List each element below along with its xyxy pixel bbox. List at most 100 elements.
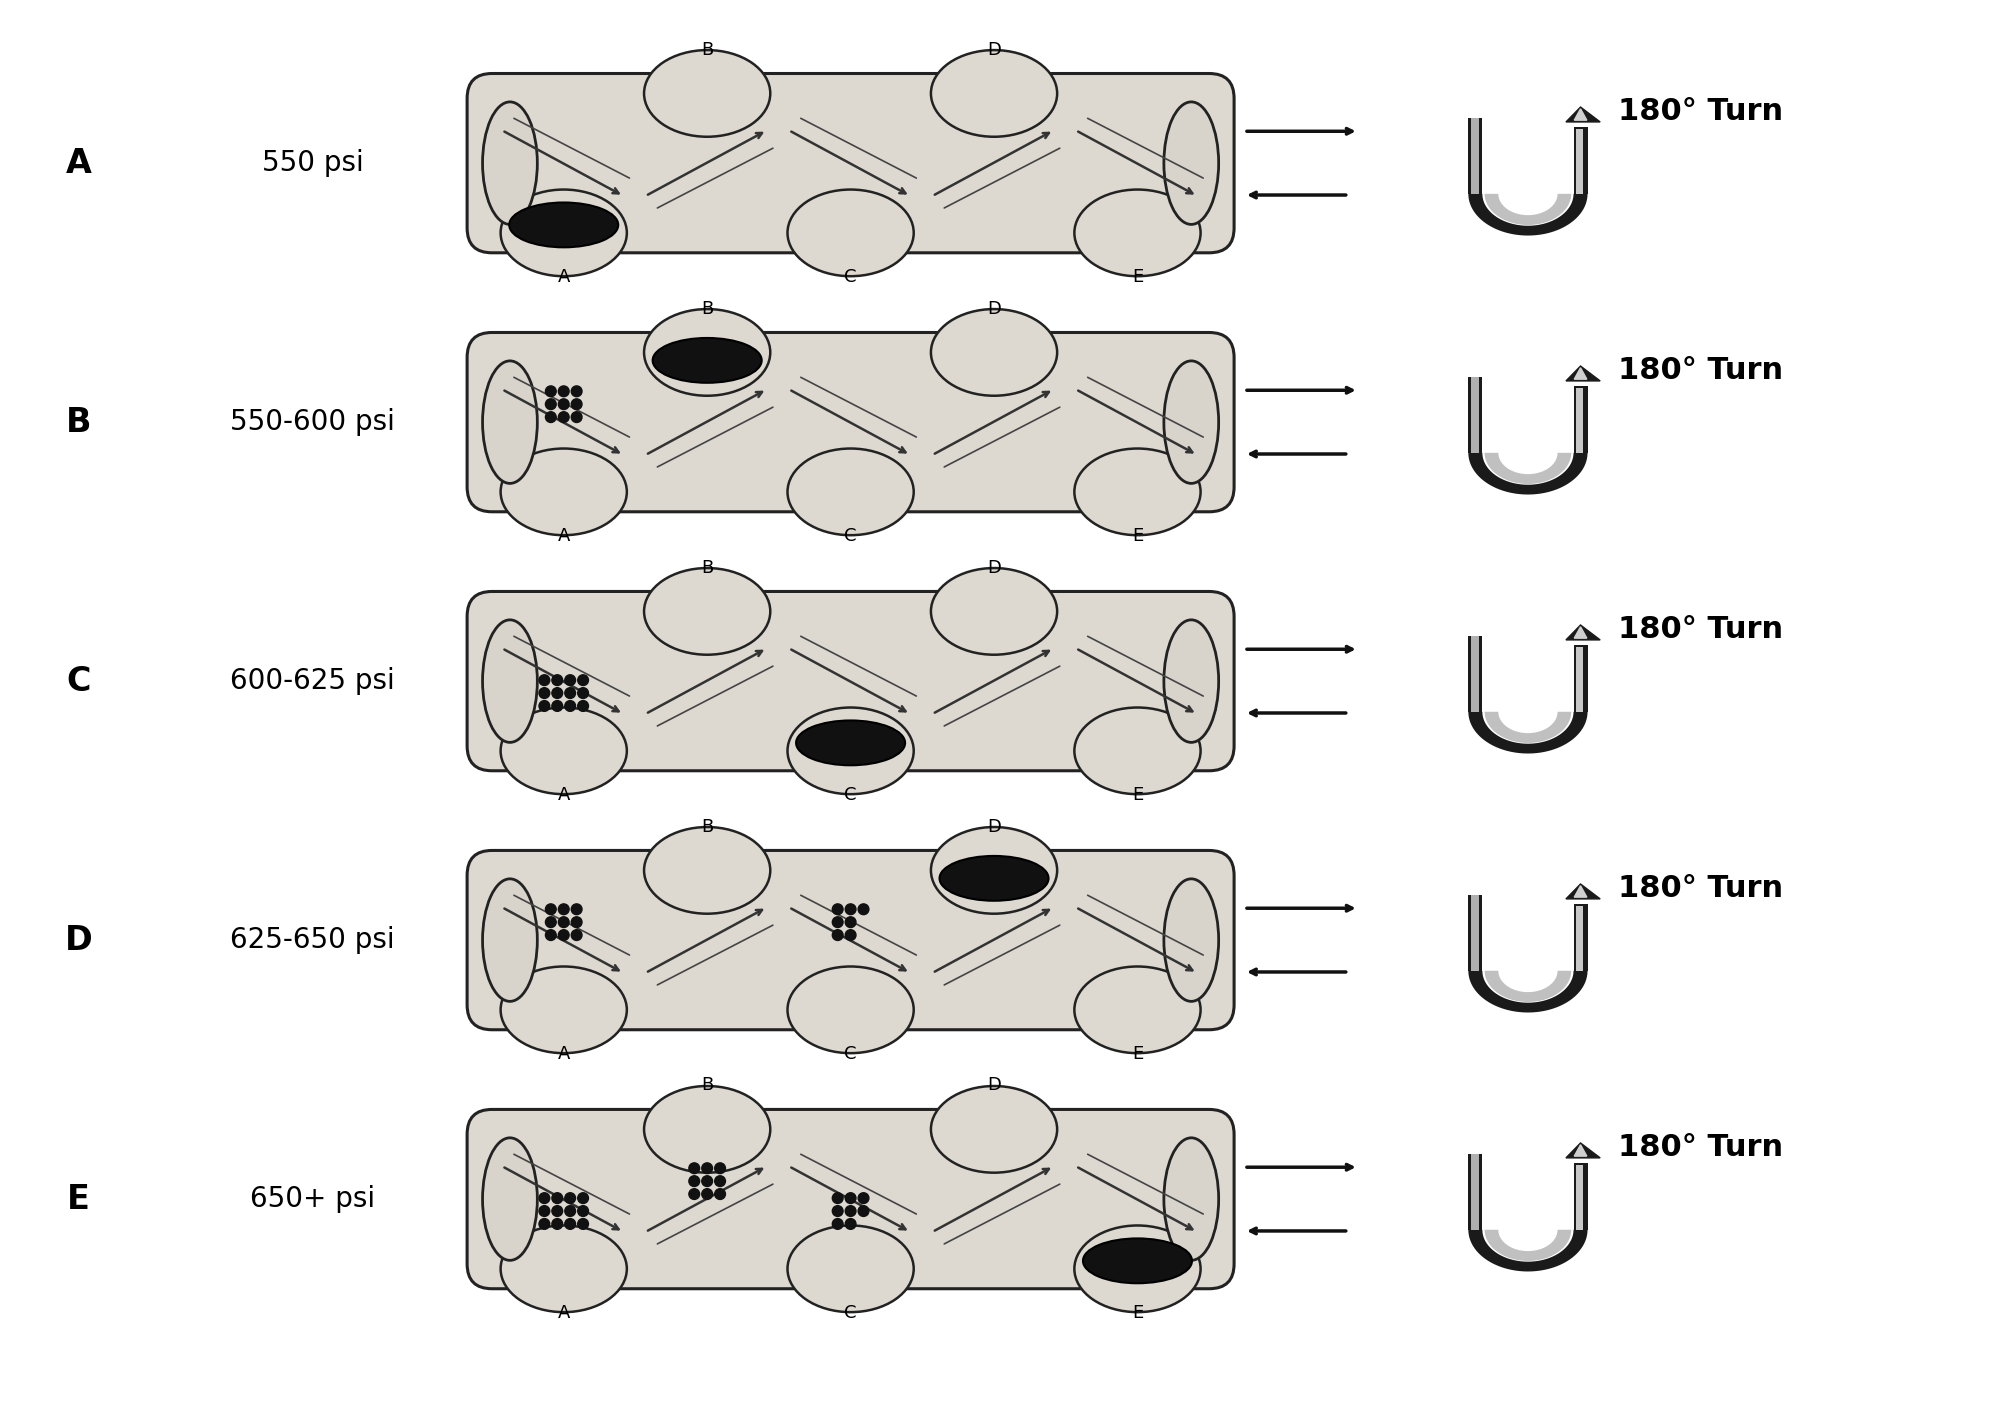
Circle shape — [845, 1205, 855, 1216]
Text: E: E — [1132, 1303, 1144, 1322]
Ellipse shape — [787, 449, 913, 536]
Ellipse shape — [482, 878, 538, 1002]
Circle shape — [546, 399, 556, 409]
Text: 180° Turn: 180° Turn — [1618, 874, 1782, 902]
FancyBboxPatch shape — [1471, 377, 1479, 453]
Text: B: B — [700, 300, 712, 317]
Text: A: A — [558, 267, 570, 286]
FancyBboxPatch shape — [1573, 126, 1588, 193]
Polygon shape — [1469, 1229, 1588, 1272]
Text: A: A — [66, 146, 92, 179]
FancyBboxPatch shape — [468, 333, 1234, 512]
Ellipse shape — [500, 966, 626, 1053]
Ellipse shape — [644, 50, 771, 136]
Text: C: C — [845, 786, 857, 804]
Text: E: E — [66, 1182, 90, 1215]
Polygon shape — [1573, 627, 1588, 638]
FancyBboxPatch shape — [1469, 377, 1483, 453]
Polygon shape — [1565, 367, 1600, 381]
Circle shape — [859, 1205, 869, 1216]
Text: B: B — [700, 41, 712, 58]
Circle shape — [552, 1192, 562, 1204]
Text: D: D — [987, 1077, 1001, 1094]
Circle shape — [552, 1205, 562, 1216]
Text: C: C — [845, 267, 857, 286]
Polygon shape — [1565, 884, 1600, 899]
Ellipse shape — [1074, 449, 1200, 536]
Circle shape — [688, 1175, 700, 1187]
Polygon shape — [1565, 625, 1600, 639]
Text: A: A — [558, 1044, 570, 1063]
Text: E: E — [1132, 786, 1144, 804]
Ellipse shape — [1164, 878, 1218, 1002]
Circle shape — [558, 399, 570, 409]
Circle shape — [578, 701, 588, 712]
FancyBboxPatch shape — [1573, 904, 1588, 971]
Text: D: D — [987, 41, 1001, 58]
Polygon shape — [1469, 712, 1588, 753]
Circle shape — [552, 701, 562, 712]
Circle shape — [714, 1162, 725, 1174]
Circle shape — [572, 904, 582, 915]
Ellipse shape — [1074, 708, 1200, 794]
Ellipse shape — [1074, 966, 1200, 1053]
Text: 180° Turn: 180° Turn — [1618, 1133, 1782, 1162]
Ellipse shape — [931, 50, 1058, 136]
Polygon shape — [1485, 971, 1571, 1002]
FancyBboxPatch shape — [1471, 118, 1479, 193]
Circle shape — [546, 917, 556, 928]
Text: B: B — [700, 1077, 712, 1094]
Text: 625-650 psi: 625-650 psi — [231, 926, 395, 953]
Ellipse shape — [1074, 1225, 1200, 1312]
Polygon shape — [1573, 885, 1588, 897]
FancyBboxPatch shape — [1575, 1165, 1584, 1229]
FancyBboxPatch shape — [1573, 645, 1588, 712]
Polygon shape — [1485, 712, 1571, 743]
Polygon shape — [1469, 453, 1588, 495]
Circle shape — [564, 1219, 576, 1229]
Text: C: C — [845, 527, 857, 544]
Ellipse shape — [931, 568, 1058, 655]
FancyBboxPatch shape — [1573, 385, 1588, 453]
Circle shape — [578, 675, 588, 685]
Circle shape — [564, 1205, 576, 1216]
Polygon shape — [1485, 453, 1571, 485]
Circle shape — [546, 929, 556, 941]
Circle shape — [546, 387, 556, 396]
FancyBboxPatch shape — [468, 1110, 1234, 1289]
Circle shape — [572, 412, 582, 422]
Text: E: E — [1132, 527, 1144, 544]
Circle shape — [540, 688, 550, 699]
Polygon shape — [1485, 193, 1571, 225]
Text: 180° Turn: 180° Turn — [1618, 355, 1782, 385]
Circle shape — [540, 1205, 550, 1216]
Ellipse shape — [644, 1086, 771, 1172]
Circle shape — [546, 904, 556, 915]
Ellipse shape — [1164, 361, 1218, 483]
FancyBboxPatch shape — [1575, 647, 1584, 712]
Ellipse shape — [787, 966, 913, 1053]
Ellipse shape — [939, 855, 1048, 901]
Circle shape — [552, 1219, 562, 1229]
Circle shape — [558, 412, 570, 422]
Ellipse shape — [644, 568, 771, 655]
Text: C: C — [66, 665, 90, 698]
Circle shape — [833, 929, 843, 941]
Circle shape — [558, 387, 570, 396]
Ellipse shape — [1164, 1138, 1218, 1260]
Ellipse shape — [500, 449, 626, 536]
Circle shape — [833, 1205, 843, 1216]
Polygon shape — [1573, 1145, 1588, 1157]
Circle shape — [833, 904, 843, 915]
Circle shape — [558, 917, 570, 928]
Ellipse shape — [500, 708, 626, 794]
Circle shape — [578, 1205, 588, 1216]
Circle shape — [540, 1219, 550, 1229]
Text: D: D — [987, 817, 1001, 836]
Ellipse shape — [787, 189, 913, 276]
Text: E: E — [1132, 1044, 1144, 1063]
Circle shape — [546, 412, 556, 422]
Text: 550 psi: 550 psi — [261, 149, 363, 178]
Ellipse shape — [510, 203, 618, 247]
Circle shape — [564, 701, 576, 712]
